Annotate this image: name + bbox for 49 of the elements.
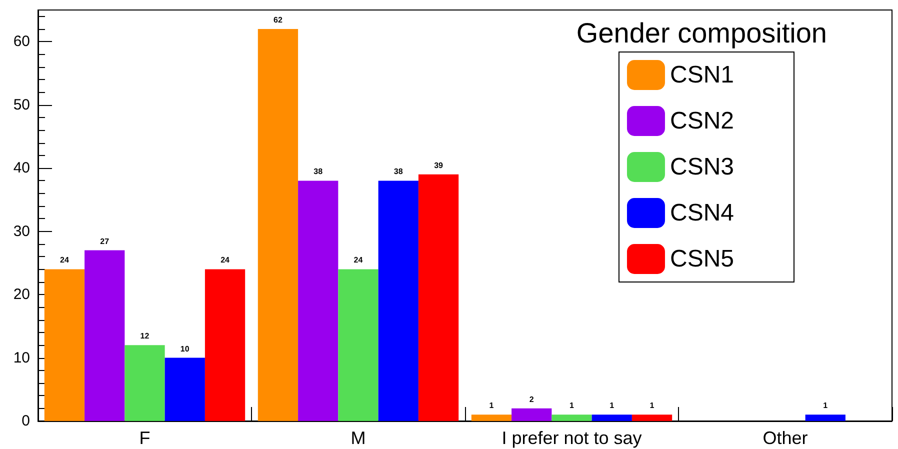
data-label: 1 bbox=[610, 401, 615, 410]
legend-label: CSN1 bbox=[670, 62, 734, 88]
data-label: 38 bbox=[314, 167, 324, 176]
x-tick-label: I prefer not to say bbox=[502, 428, 642, 448]
bar bbox=[418, 174, 459, 421]
data-label: 24 bbox=[60, 256, 70, 265]
legend-label: CSN2 bbox=[670, 108, 734, 134]
bar bbox=[338, 269, 378, 421]
x-tick-label: F bbox=[139, 428, 150, 448]
bar bbox=[124, 345, 165, 421]
data-label: 24 bbox=[220, 256, 230, 265]
data-label: 24 bbox=[354, 256, 364, 265]
legend-title: Gender composition bbox=[576, 18, 827, 48]
bar bbox=[164, 358, 205, 421]
data-label: 1 bbox=[650, 401, 655, 410]
y-tick-label: 0 bbox=[22, 412, 30, 430]
bar bbox=[632, 414, 672, 421]
y-tick-label: 30 bbox=[13, 222, 30, 240]
data-label: 1 bbox=[823, 401, 828, 410]
bar bbox=[84, 250, 125, 421]
x-tick-label: M bbox=[350, 428, 366, 448]
bar bbox=[298, 180, 338, 421]
y-tick-label: 60 bbox=[13, 33, 30, 50]
bar bbox=[552, 414, 592, 421]
y-tick-label: 20 bbox=[13, 286, 30, 304]
data-label: 1 bbox=[489, 401, 494, 410]
bar bbox=[592, 414, 632, 421]
data-label: 62 bbox=[274, 15, 283, 24]
bar bbox=[512, 408, 552, 421]
x-tick-label: Other bbox=[762, 428, 808, 448]
bar bbox=[44, 269, 85, 421]
legend-label: CSN3 bbox=[670, 154, 734, 180]
data-label: 2 bbox=[529, 394, 534, 404]
data-label: 39 bbox=[434, 160, 444, 170]
data-label: 1 bbox=[570, 401, 575, 410]
bar bbox=[471, 414, 512, 421]
bar bbox=[258, 28, 298, 421]
bar bbox=[204, 269, 246, 421]
data-label: 38 bbox=[394, 167, 404, 176]
data-label: 12 bbox=[140, 332, 150, 341]
legend-label: CSN4 bbox=[670, 200, 734, 226]
bar bbox=[805, 414, 846, 421]
data-label: 27 bbox=[100, 236, 110, 246]
data-label: 10 bbox=[180, 344, 190, 354]
y-tick-label: 50 bbox=[13, 96, 30, 114]
legend-label: CSN5 bbox=[670, 246, 734, 272]
bar bbox=[378, 180, 418, 421]
y-tick-label: 40 bbox=[13, 160, 30, 177]
y-tick-label: 10 bbox=[13, 349, 30, 366]
